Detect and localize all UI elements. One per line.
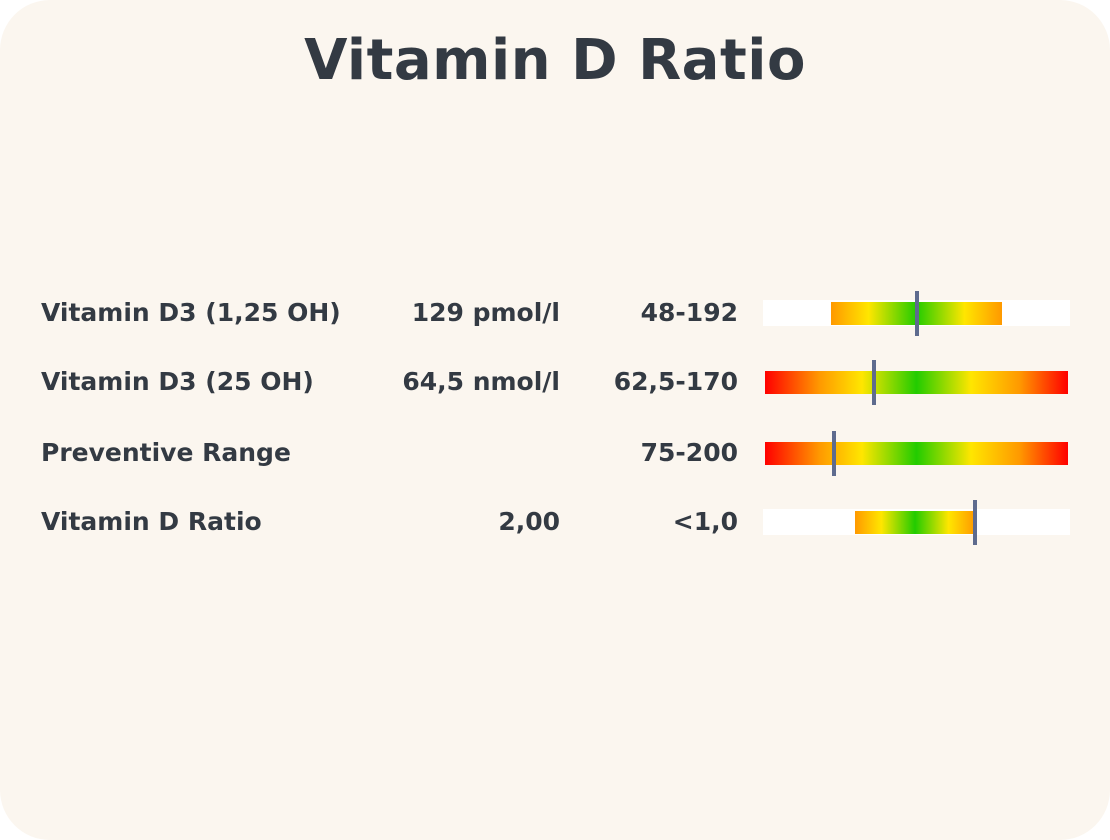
range-gauge xyxy=(763,492,1070,552)
gauge-gradient xyxy=(765,442,1068,465)
range-gauge xyxy=(763,423,1070,483)
page-title: Vitamin D Ratio xyxy=(304,28,806,93)
range-gauge xyxy=(763,352,1070,412)
row-value xyxy=(370,423,560,483)
table-row: Vitamin D Ratio 2,00 <1,0 xyxy=(0,492,1110,552)
value-marker xyxy=(972,500,977,545)
table-row: Vitamin D3 (25 OH) 64,5 nmol/l 62,5-170 xyxy=(0,352,1110,412)
table-row: Vitamin D3 (1,25 OH) 129 pmol/l 48-192 xyxy=(0,283,1110,343)
row-label: Vitamin D Ratio xyxy=(41,507,262,536)
row-value: 2,00 xyxy=(498,507,560,536)
table-row: Preventive Range 75-200 xyxy=(0,423,1110,483)
row-value: 64,5 nmol/l xyxy=(402,367,560,396)
row-range: <1,0 xyxy=(672,507,738,536)
row-value: 129 pmol/l xyxy=(411,298,560,327)
row-range: 75-200 xyxy=(640,438,738,467)
row-range: 48-192 xyxy=(640,298,738,327)
gauge-gradient xyxy=(855,511,975,534)
value-marker xyxy=(871,360,876,405)
value-marker xyxy=(914,291,919,336)
value-marker xyxy=(831,431,836,476)
gauge-gradient xyxy=(765,371,1068,394)
row-label: Preventive Range xyxy=(41,438,291,467)
row-range: 62,5-170 xyxy=(613,367,738,396)
row-label: Vitamin D3 (25 OH) xyxy=(41,367,314,396)
row-label: Vitamin D3 (1,25 OH) xyxy=(41,298,341,327)
range-gauge xyxy=(763,283,1070,343)
